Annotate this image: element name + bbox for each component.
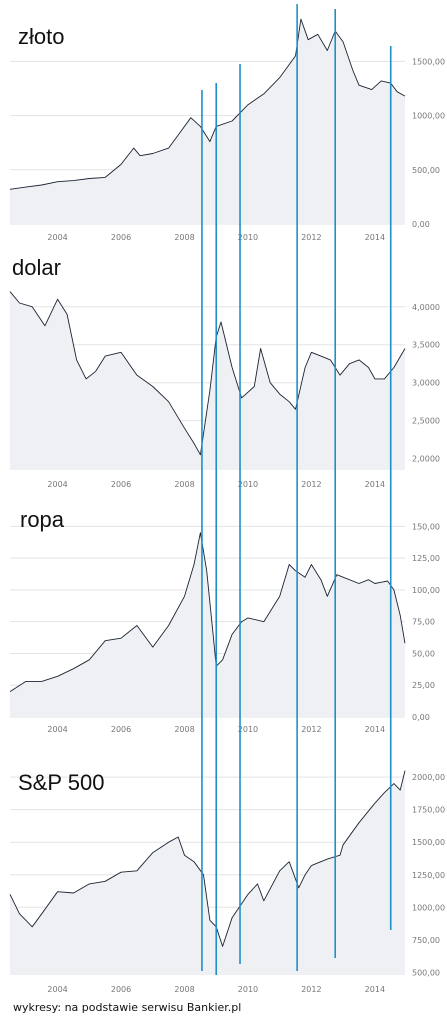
y-tick-label: 125,00 [412, 554, 440, 563]
y-tick-label: 2,5000 [412, 417, 440, 426]
y-tick-label: 750,00 [412, 936, 440, 945]
x-tick-label: 2004 [47, 480, 67, 489]
series-area [10, 770, 405, 975]
chart-title: dolar [12, 255, 61, 280]
chart-panel-0: 1500,00 1000,00 500,00 0,00 2004 2006 2008 2010… [0, 0, 447, 252]
y-tick-label: 2,0000 [412, 455, 440, 464]
y-tick-label: 0,00 [412, 220, 430, 229]
x-tick-label: 2004 [47, 233, 67, 242]
chart-panel-3: 2000,00 1750,00 1500,00 1250,00 1000,00 750,0… [0, 748, 447, 1000]
x-tick-label: 2010 [238, 480, 258, 489]
y-tick-label: 75,00 [412, 618, 435, 627]
x-tick-label: 2014 [365, 233, 385, 242]
x-tick-label: 2006 [111, 725, 131, 734]
x-tick-label: 2010 [238, 985, 258, 994]
x-tick-label: 2014 [365, 480, 385, 489]
y-tick-label: 4,0000 [412, 303, 440, 312]
x-tick-label: 2004 [47, 985, 67, 994]
y-tick-label: 500,00 [412, 166, 440, 175]
y-tick-label: 1500,00 [412, 838, 445, 847]
x-tick-label: 2006 [111, 985, 131, 994]
chart-panel-1: 4,0000 3,5000 3,0000 2,5000 2,0000 2004 2006 20… [0, 252, 447, 496]
x-tick-label: 2010 [238, 233, 258, 242]
y-tick-label: 3,0000 [412, 379, 440, 388]
y-tick-label: 500,00 [412, 968, 440, 977]
y-tick-label: 1250,00 [412, 871, 445, 880]
x-tick-label: 2012 [301, 233, 321, 242]
series-line [9, 770, 406, 947]
y-tick-label: 150,00 [412, 522, 440, 531]
x-tick-label: 2004 [47, 725, 67, 734]
x-tick-label: 2012 [301, 480, 321, 489]
y-tick-label: 100,00 [412, 586, 440, 595]
x-tick-label: 2014 [365, 725, 385, 734]
chart-title: ropa [20, 507, 65, 532]
chart-title: S&P 500 [18, 770, 104, 795]
x-tick-label: 2006 [111, 233, 131, 242]
x-tick-label: 2012 [301, 985, 321, 994]
x-tick-label: 2008 [174, 985, 194, 994]
x-tick-label: 2008 [174, 480, 194, 489]
y-tick-label: 1750,00 [412, 806, 445, 815]
y-tick-label: 1000,00 [412, 112, 445, 121]
event-marker-lines [201, 4, 392, 975]
chart-title: złoto [18, 24, 64, 49]
y-tick-label: 25,00 [412, 681, 435, 690]
y-tick-label: 3,5000 [412, 341, 440, 350]
x-tick-label: 2008 [174, 725, 194, 734]
x-tick-label: 2010 [238, 725, 258, 734]
series-area [10, 532, 405, 717]
y-tick-label: 0,00 [412, 713, 430, 722]
x-tick-label: 2012 [301, 725, 321, 734]
series-line [9, 18, 406, 190]
y-tick-label: 1000,00 [412, 903, 445, 912]
chart-panel-2: 150,00 125,00 100,00 75,00 50,00 25,00 0,00 200… [0, 496, 447, 740]
y-tick-label: 1500,00 [412, 57, 445, 66]
x-tick-label: 2006 [111, 480, 131, 489]
series-area [10, 291, 405, 470]
source-note: wykresy: na podstawie serwisu Bankier.pl [13, 1001, 242, 1014]
series-area [10, 19, 405, 224]
y-tick-label: 50,00 [412, 649, 435, 658]
series-line [9, 291, 406, 456]
x-tick-label: 2008 [174, 233, 194, 242]
y-tick-label: 2000,00 [412, 773, 445, 782]
series-line [9, 532, 406, 692]
x-tick-label: 2014 [365, 985, 385, 994]
